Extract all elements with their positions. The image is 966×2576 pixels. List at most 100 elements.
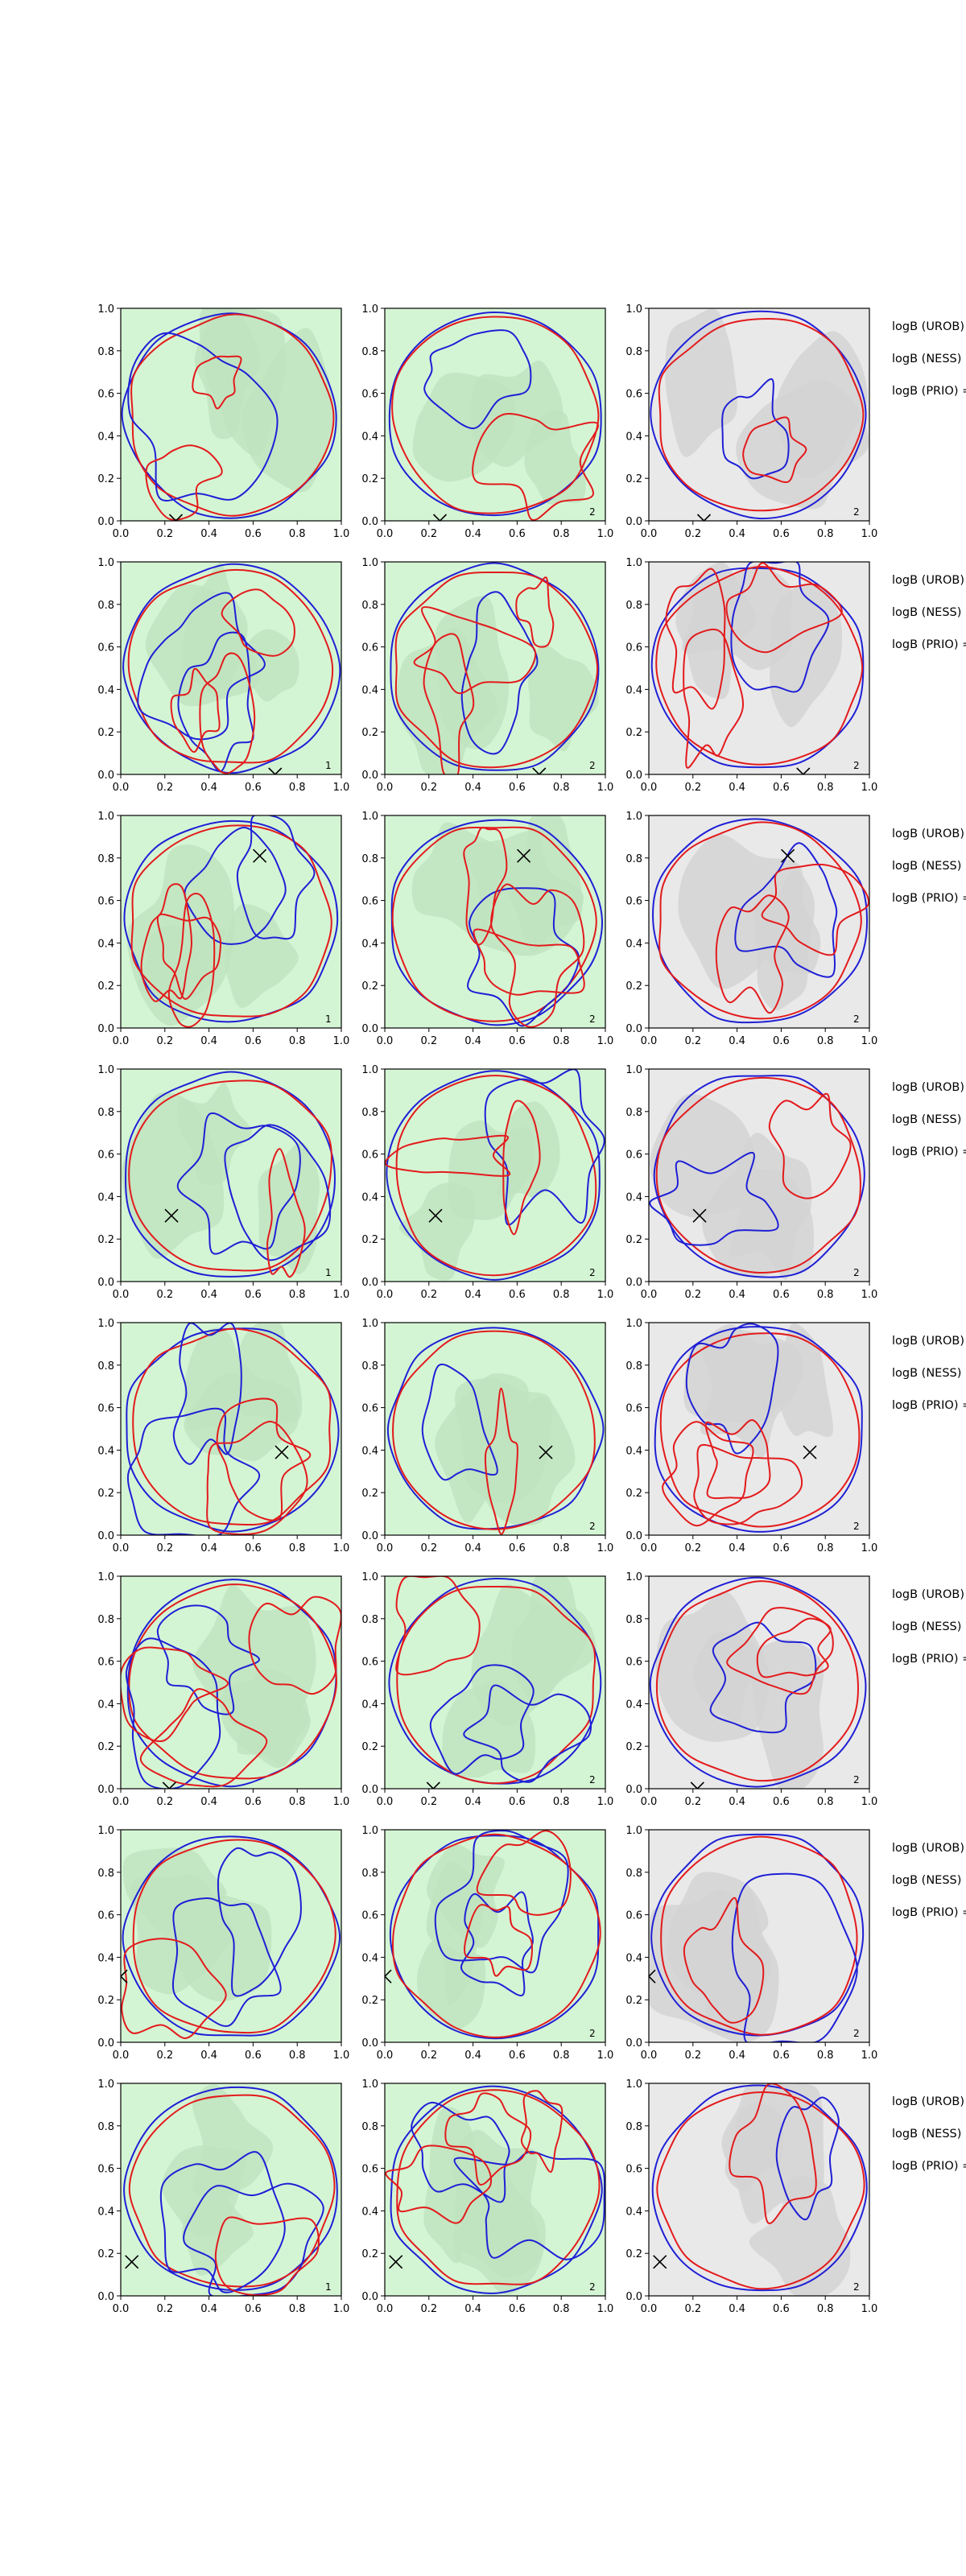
marker-x — [389, 2255, 403, 2269]
y-tick-label: 0.8 — [625, 1107, 642, 1119]
x-tick-label: 1.0 — [861, 1542, 878, 1554]
y-axis: 0.0 0.2 0.4 0.6 0.8 1.0 — [97, 1571, 121, 1796]
marker-x — [653, 2255, 667, 2269]
logb-label: logB (NESS) = — [892, 860, 966, 873]
y-tick-label: 0.4 — [97, 1699, 114, 1711]
red-contour — [520, 2090, 564, 2174]
logb-label: logB (PRIO) = — [892, 1906, 966, 1919]
blue-contour — [137, 592, 266, 741]
red-contour — [248, 1596, 341, 1695]
x-tick-label: 0.0 — [641, 782, 658, 794]
y-tick-label: 1.0 — [625, 303, 642, 316]
y-tick-label: 0.2 — [97, 1234, 114, 1246]
blue-contour — [649, 1152, 779, 1246]
logb-label: logB (PRIO) = — [892, 1653, 966, 1666]
x-tick-label: 1.0 — [597, 1542, 614, 1554]
panel-number: 1 — [325, 760, 332, 771]
y-tick-label: 0.6 — [97, 1657, 114, 1669]
y-axis: 0.0 0.2 0.4 0.6 0.8 1.0 — [97, 1825, 121, 2050]
x-tick-label: 0.8 — [289, 1289, 306, 1301]
panel-number: 2 — [589, 1267, 596, 1278]
x-tick-label: 1.0 — [861, 782, 878, 794]
red-contour — [693, 1443, 803, 1525]
red-contour — [729, 2083, 817, 2224]
y-tick-label: 0.2 — [361, 1995, 378, 2007]
axes-frame — [648, 1068, 870, 1282]
y-tick-label: 0.8 — [361, 853, 378, 865]
x-tick-label: 0.6 — [773, 2303, 790, 2315]
blue-contour-outer — [388, 311, 602, 517]
blue-contour — [721, 378, 790, 480]
x-tick-label: 0.6 — [245, 528, 262, 540]
blue-contour — [484, 1069, 605, 1226]
y-axis: 0.0 0.2 0.4 0.6 0.8 1.0 — [625, 1571, 649, 1796]
red-contour-outer — [395, 1075, 597, 1277]
axes-frame — [384, 1068, 606, 1282]
y-tick-label: 0.4 — [361, 938, 378, 950]
marker-x — [690, 1781, 704, 1789]
y-tick-label: 0.4 — [97, 1191, 114, 1203]
x-tick-label: 0.8 — [553, 1289, 570, 1301]
y-tick-label: 0.6 — [625, 896, 642, 908]
blue-contour-outer — [388, 1577, 602, 1785]
y-axis: 0.0 0.2 0.4 0.6 0.8 1.0 — [625, 1318, 649, 1542]
y-tick-label: 0.4 — [361, 431, 378, 443]
red-contour — [214, 2216, 320, 2296]
figure-row-4: 10.0 0.2 0.4 0.6 0.8 1.00.00.20.40.60.81.020.… — [97, 1064, 966, 1301]
blue-contour — [463, 1684, 592, 1783]
y-tick-label: 0.8 — [97, 600, 114, 612]
x-tick-label: 0.4 — [200, 1289, 217, 1301]
y-tick-label: 0.8 — [361, 2121, 378, 2133]
red-contour — [490, 883, 585, 1028]
y-tick-label: 0.0 — [625, 1530, 642, 1542]
y-tick-label: 0.2 — [361, 1234, 378, 1246]
panel-r4-c1: 1 0.0 0.2 0.4 0.6 0.8 1.0 0.0 0.2 0.4 0.6 0.8 1.0 — [97, 1064, 349, 1301]
panel-number: 1 — [325, 2281, 332, 2293]
logb-label: logB (UROB) = — [892, 1081, 966, 1094]
logb-label: logB (NESS) = — [892, 353, 966, 365]
axes-frame — [384, 1829, 606, 2043]
x-tick-label: 0.0 — [113, 1289, 130, 1301]
x-tick-label: 0.8 — [553, 2050, 570, 2062]
x-tick-label: 1.0 — [333, 1796, 350, 1808]
red-contour — [484, 1387, 518, 1535]
y-tick-label: 0.8 — [625, 1614, 642, 1626]
x-tick-label: 0.6 — [773, 1035, 790, 1047]
x-tick-label: 0.6 — [773, 1796, 790, 1808]
red-contour-outer — [128, 1583, 338, 1780]
red-contour — [742, 416, 807, 484]
panel-r5-c3: 2 0.0 0.2 0.4 0.6 0.8 1.0 0.0 0.2 0.4 0.6 0.8 1.0 — [625, 1318, 877, 1554]
shaded-region — [453, 2159, 546, 2295]
y-tick-label: 0.2 — [625, 980, 642, 993]
x-tick-label: 1.0 — [333, 1035, 350, 1047]
x-tick-label: 1.0 — [861, 2303, 878, 2315]
shaded-region — [528, 644, 599, 752]
x-tick-label: 0.8 — [817, 1542, 834, 1554]
x-tick-label: 0.6 — [773, 1289, 790, 1301]
marker-x — [803, 1445, 817, 1459]
red-contour — [756, 1617, 832, 1678]
logb-label: logB (UROB) = — [892, 2095, 966, 2108]
y-tick-label: 0.2 — [97, 1741, 114, 1753]
y-tick-label: 0.0 — [625, 2291, 642, 2303]
marker-x — [649, 1969, 656, 1984]
axes-frame — [648, 1322, 870, 1536]
x-tick-label: 0.6 — [509, 528, 526, 540]
panel-number: 2 — [853, 760, 860, 771]
x-tick-label: 0.0 — [113, 2050, 130, 2062]
y-tick-label: 0.0 — [361, 1784, 378, 1796]
panel-r3-c2: 2 0.0 0.2 0.4 0.6 0.8 1.0 0.0 0.2 0.4 0.6 0.8 1.0 — [361, 811, 613, 1047]
x-tick-label: 0.4 — [729, 1542, 745, 1554]
y-tick-label: 1.0 — [97, 1064, 114, 1076]
y-tick-label: 1.0 — [361, 1571, 378, 1583]
y-tick-label: 0.2 — [97, 727, 114, 739]
x-tick-label: 0.8 — [289, 2050, 306, 2062]
y-tick-label: 1.0 — [97, 2079, 114, 2091]
y-tick-label: 1.0 — [97, 557, 114, 569]
y-tick-label: 1.0 — [625, 1318, 642, 1330]
y-tick-label: 0.0 — [97, 1530, 114, 1542]
y-tick-label: 0.2 — [97, 473, 114, 485]
red-contour — [216, 1397, 312, 1521]
y-tick-label: 0.6 — [625, 2164, 642, 2176]
shaded-region — [702, 1169, 815, 1278]
